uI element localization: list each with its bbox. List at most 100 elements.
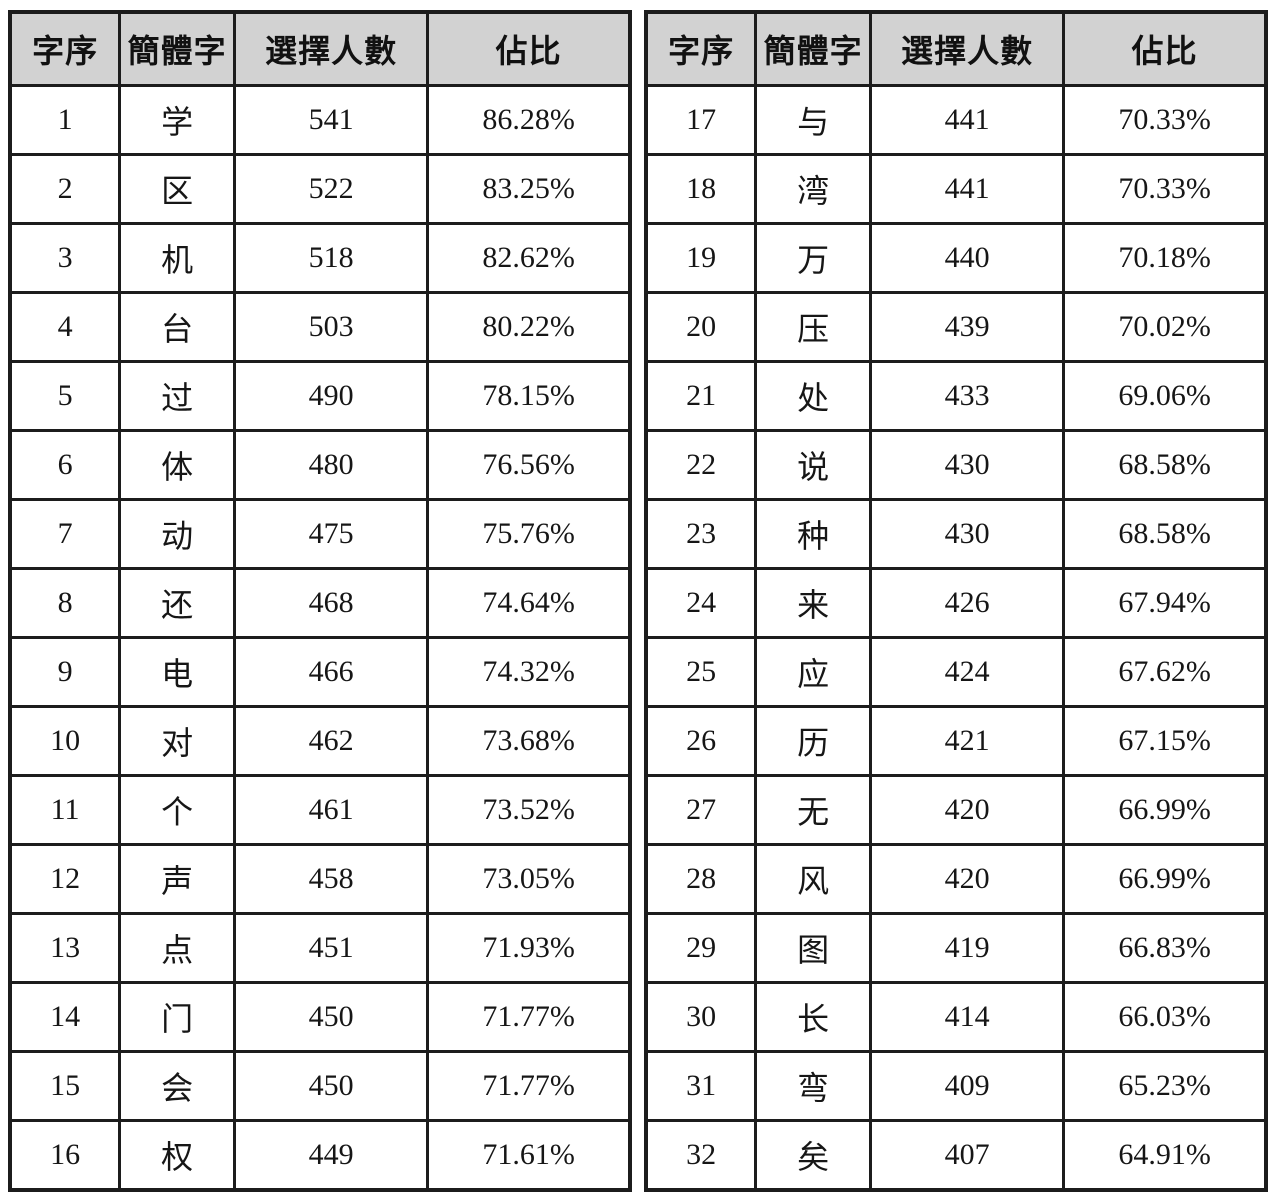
tables-container: 字序 簡體字 選擇人數 佔比 1 学 541 86.28% 2 区 522 83.25% 3 机 5…: [8, 10, 1268, 1192]
percent-cell: 71.77%: [426, 1050, 632, 1123]
rank-cell: 16: [8, 1119, 122, 1192]
count-cell: 450: [232, 1050, 430, 1123]
rank-cell: 2: [8, 152, 122, 225]
table-row: 3 机 518 82.62%: [8, 221, 632, 294]
char-cell: 处: [754, 359, 872, 432]
table-row: 1 学 541 86.28%: [8, 83, 632, 156]
rank-cell: 20: [644, 290, 758, 363]
count-cell: 468: [232, 566, 430, 640]
table-row: 17 与 441 70.33%: [644, 83, 1268, 156]
char-cell: 区: [118, 152, 236, 225]
percent-cell: 65.23%: [1062, 1050, 1268, 1123]
header-char: 簡體字: [754, 10, 872, 87]
table-row: 5 过 490 78.15%: [8, 359, 632, 432]
char-cell: 无: [754, 774, 872, 847]
char-cell: 应: [754, 635, 872, 709]
table-body-left: 1 学 541 86.28% 2 区 522 83.25% 3 机 518 82.62% 4 台 503 80…: [8, 83, 632, 1192]
table-row: 14 门 450 71.77%: [8, 981, 632, 1054]
rank-cell: 10: [8, 705, 122, 778]
percent-cell: 71.61%: [426, 1119, 632, 1192]
rank-cell: 9: [8, 635, 122, 709]
percent-cell: 68.58%: [1062, 428, 1268, 501]
count-cell: 414: [868, 981, 1066, 1054]
char-cell: 万: [754, 221, 872, 294]
rank-cell: 6: [8, 428, 122, 501]
char-cell: 体: [118, 428, 236, 501]
table-row: 27 无 420 66.99%: [644, 774, 1268, 847]
count-cell: 441: [868, 83, 1066, 156]
rank-cell: 21: [644, 359, 758, 432]
count-cell: 426: [868, 566, 1066, 640]
rank-cell: 27: [644, 774, 758, 847]
table-row: 23 种 430 68.58%: [644, 497, 1268, 570]
table-row: 18 湾 441 70.33%: [644, 152, 1268, 225]
count-cell: 466: [232, 635, 430, 709]
percent-cell: 70.18%: [1062, 221, 1268, 294]
rank-cell: 30: [644, 981, 758, 1054]
count-cell: 441: [868, 152, 1066, 225]
percent-cell: 83.25%: [426, 152, 632, 225]
char-cell: 图: [754, 912, 872, 985]
count-cell: 458: [232, 843, 430, 916]
count-cell: 480: [232, 428, 430, 501]
table-row: 10 对 462 73.68%: [8, 705, 632, 778]
table-row: 4 台 503 80.22%: [8, 290, 632, 363]
percent-cell: 78.15%: [426, 359, 632, 432]
table-row: 32 矣 407 64.91%: [644, 1119, 1268, 1192]
rank-cell: 1: [8, 83, 122, 156]
table-row: 13 点 451 71.93%: [8, 912, 632, 985]
count-cell: 430: [868, 497, 1066, 570]
percent-cell: 80.22%: [426, 290, 632, 363]
char-cell: 电: [118, 635, 236, 709]
table-row: 6 体 480 76.56%: [8, 428, 632, 501]
header-count: 選擇人數: [232, 10, 430, 87]
table-row: 24 来 426 67.94%: [644, 566, 1268, 640]
count-cell: 503: [232, 290, 430, 363]
rank-cell: 31: [644, 1050, 758, 1123]
rank-cell: 19: [644, 221, 758, 294]
percent-cell: 70.33%: [1062, 152, 1268, 225]
header-row: 字序 簡體字 選擇人數 佔比: [8, 10, 632, 87]
table-row: 29 图 419 66.83%: [644, 912, 1268, 985]
char-cell: 与: [754, 83, 872, 156]
percent-cell: 82.62%: [426, 221, 632, 294]
count-cell: 450: [232, 981, 430, 1054]
percent-cell: 67.15%: [1062, 705, 1268, 778]
rank-cell: 7: [8, 497, 122, 570]
char-cell: 风: [754, 843, 872, 916]
char-cell: 动: [118, 497, 236, 570]
table-row: 19 万 440 70.18%: [644, 221, 1268, 294]
table-row: 2 区 522 83.25%: [8, 152, 632, 225]
char-cell: 会: [118, 1050, 236, 1123]
char-cell: 弯: [754, 1050, 872, 1123]
count-cell: 407: [868, 1119, 1066, 1192]
percent-cell: 64.91%: [1062, 1119, 1268, 1192]
char-cell: 长: [754, 981, 872, 1054]
rank-cell: 28: [644, 843, 758, 916]
rank-cell: 14: [8, 981, 122, 1054]
character-frequency-table-left: 字序 簡體字 選擇人數 佔比 1 学 541 86.28% 2 区 522 83.25% 3 机 5…: [8, 10, 632, 1192]
table-row: 25 应 424 67.62%: [644, 635, 1268, 709]
percent-cell: 67.94%: [1062, 566, 1268, 640]
header-percent: 佔比: [1062, 10, 1268, 87]
table-row: 11 个 461 73.52%: [8, 774, 632, 847]
percent-cell: 71.93%: [426, 912, 632, 985]
char-cell: 门: [118, 981, 236, 1054]
table-row: 16 权 449 71.61%: [8, 1119, 632, 1192]
table-row: 31 弯 409 65.23%: [644, 1050, 1268, 1123]
rank-cell: 25: [644, 635, 758, 709]
header-char: 簡體字: [118, 10, 236, 87]
count-cell: 433: [868, 359, 1066, 432]
count-cell: 420: [868, 843, 1066, 916]
percent-cell: 66.83%: [1062, 912, 1268, 985]
table-header-left: 字序 簡體字 選擇人數 佔比: [8, 10, 632, 87]
table-row: 7 动 475 75.76%: [8, 497, 632, 570]
rank-cell: 12: [8, 843, 122, 916]
header-row: 字序 簡體字 選擇人數 佔比: [644, 10, 1268, 87]
character-frequency-table-right: 字序 簡體字 選擇人數 佔比 17 与 441 70.33% 18 湾 441 70.33% 1…: [644, 10, 1268, 1192]
percent-cell: 66.99%: [1062, 774, 1268, 847]
char-cell: 声: [118, 843, 236, 916]
percent-cell: 66.03%: [1062, 981, 1268, 1054]
percent-cell: 76.56%: [426, 428, 632, 501]
